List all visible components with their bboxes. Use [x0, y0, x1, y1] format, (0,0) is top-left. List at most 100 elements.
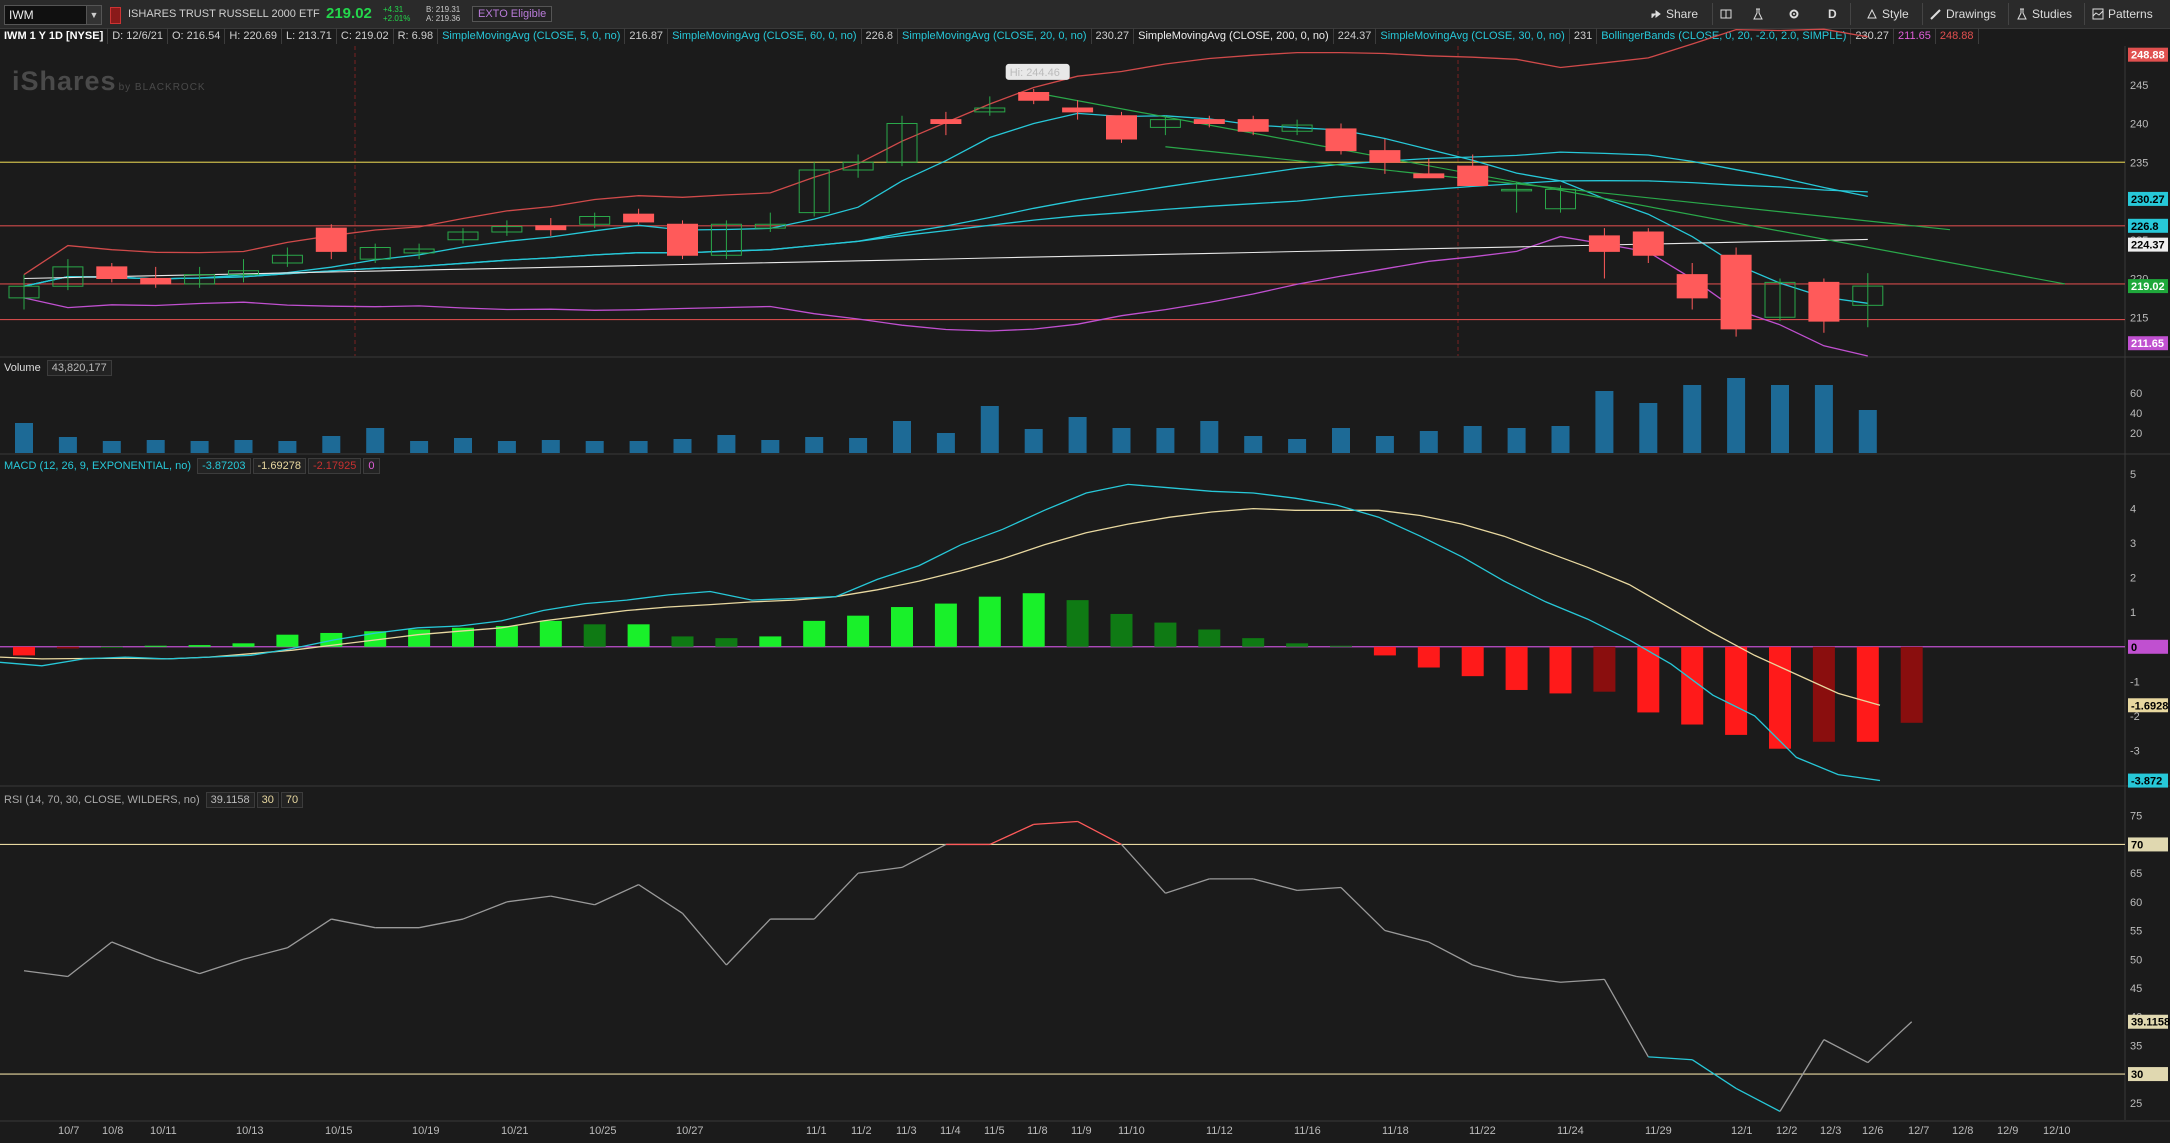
- separator: [1922, 3, 1923, 25]
- rsi-tag-label: 70: [2131, 839, 2143, 851]
- volume-bar: [1244, 436, 1263, 453]
- macd-histogram-bar: [1066, 600, 1089, 647]
- rsi-tick-label: 60: [2130, 897, 2142, 909]
- legend-date: D: 12/6/21: [108, 28, 168, 44]
- alert-marker-icon[interactable]: [110, 7, 121, 24]
- rsi-line-segment: [1691, 1059, 1737, 1089]
- macd-histogram-bar: [627, 624, 650, 647]
- macd-histogram-bar: [803, 620, 826, 647]
- rsi-line-segment: [550, 895, 595, 906]
- rsi-upper: 70: [280, 792, 304, 808]
- macd-histogram-bar: [1242, 638, 1265, 647]
- macd-tag: [2128, 639, 2168, 654]
- volume-bar: [190, 441, 209, 453]
- rsi-line-segment: [1384, 929, 1429, 943]
- x-axis-label: 10/25: [589, 1125, 617, 1137]
- volume-value: 43,820,177: [46, 360, 112, 376]
- study-sma60[interactable]: SimpleMovingAvg (CLOSE, 60, 0, no): [668, 28, 862, 44]
- rsi-label[interactable]: RSI (14, 70, 30, CLOSE, WILDERS, no): [4, 794, 200, 806]
- study-sma30[interactable]: SimpleMovingAvg (CLOSE, 30, 0, no): [1376, 28, 1570, 44]
- trendline: [1033, 91, 2066, 285]
- last-price: 219.02: [326, 5, 372, 22]
- study-sma5[interactable]: SimpleMovingAvg (CLOSE, 5, 0, no): [438, 28, 626, 44]
- study-sma200[interactable]: SimpleMovingAvg (CLOSE, 200, 0, no): [1134, 28, 1334, 44]
- volume-header: Volume 43,820,177: [0, 360, 114, 376]
- separator: [1712, 3, 1713, 25]
- exto-badge[interactable]: EXTO Eligible: [472, 6, 553, 22]
- candle-body: [1545, 188, 1576, 210]
- macd-histogram-bar: [671, 636, 694, 647]
- volume-bar: [761, 440, 780, 453]
- share-label: Share: [1666, 7, 1699, 21]
- candle-body: [1676, 274, 1708, 299]
- price-tag-label: 226.8: [2131, 221, 2159, 233]
- legend-close: C: 219.02: [337, 28, 394, 44]
- volume-bar: [1200, 421, 1219, 453]
- macd-diff: -2.17925: [307, 458, 362, 474]
- style-label: Style: [1882, 7, 1909, 21]
- volume-bar: [322, 436, 341, 453]
- study-sma30-value: 231: [1570, 28, 1598, 44]
- study-sma200-value: 224.37: [1334, 28, 1377, 44]
- trendline: [1165, 146, 1951, 231]
- x-axis-label: 11/12: [1206, 1125, 1233, 1137]
- macd-histogram-bar: [1900, 646, 1923, 723]
- macd-histogram-bar: [1022, 593, 1045, 647]
- x-axis-label: 11/29: [1645, 1125, 1672, 1137]
- hi-label-box: [1005, 63, 1070, 80]
- price-tag: [2128, 336, 2168, 351]
- hi-label: Hi: 244.46: [1010, 67, 1060, 79]
- x-axis-label: 11/16: [1294, 1125, 1321, 1137]
- candle-body: [315, 227, 347, 252]
- volume-bar: [541, 440, 560, 453]
- grid-button[interactable]: [1720, 5, 1732, 23]
- macd-tag: [2128, 773, 2168, 788]
- volume-bar: [15, 423, 33, 453]
- macd-tag-label: 0: [2131, 642, 2137, 654]
- volume-tick-label: 20: [2130, 428, 2142, 440]
- price-tick-label: 215: [2130, 312, 2148, 324]
- study-sma20-value: 230.27: [1092, 28, 1135, 44]
- macd-histogram-bar: [1681, 646, 1704, 725]
- volume-bar: [1156, 428, 1175, 453]
- macd-histogram-bar: [276, 634, 299, 647]
- rsi-line-segment: [594, 884, 639, 906]
- studies-button[interactable]: Studies: [2016, 5, 2072, 23]
- legend-high: H: 220.69: [225, 28, 283, 44]
- macd-value: -3.87203: [197, 458, 251, 474]
- volume-bar: [1419, 431, 1438, 453]
- macd-histogram-bar: [188, 645, 211, 647]
- rsi-line-segment: [1340, 887, 1386, 932]
- share-button[interactable]: Share: [1650, 5, 1698, 23]
- macd-tick-label: 4: [2130, 504, 2136, 516]
- rsi-line-segment: [901, 843, 947, 868]
- study-sma20[interactable]: SimpleMovingAvg (CLOSE, 20, 0, no): [898, 28, 1092, 44]
- rsi-tag: [2128, 1067, 2168, 1082]
- macd-tick-label: -3: [2130, 745, 2140, 757]
- x-axis-label: 12/3: [1820, 1125, 1841, 1137]
- macd-histogram-bar: [1637, 646, 1660, 713]
- volume-bar: [454, 438, 472, 453]
- candle-body: [1193, 119, 1225, 124]
- flask-button[interactable]: [1752, 5, 1764, 23]
- style-button[interactable]: Style: [1866, 5, 1909, 23]
- volume-bar: [717, 435, 736, 453]
- macd-histogram-bar: [56, 646, 79, 649]
- macd-label[interactable]: MACD (12, 26, 9, EXPONENTIAL, no): [4, 460, 192, 472]
- change: +4.31: [383, 5, 404, 14]
- sma5-line: [23, 112, 1868, 304]
- candle-body: [1588, 235, 1620, 252]
- x-axis-label: 11/24: [1557, 1125, 1584, 1137]
- price-tag: [2128, 279, 2168, 294]
- rsi-header: RSI (14, 70, 30, CLOSE, WILDERS, no) 39.1…: [0, 792, 305, 808]
- settings-button[interactable]: [1788, 5, 1800, 23]
- symbol-dropdown-icon[interactable]: ▼: [86, 5, 102, 25]
- drawings-button[interactable]: Drawings: [1930, 5, 1996, 23]
- candle-body: [754, 223, 786, 229]
- rsi-line-segment: [331, 918, 376, 929]
- period-button[interactable]: D: [1828, 5, 1837, 23]
- price-tick-label: 245: [2130, 80, 2148, 92]
- study-bollinger[interactable]: BollingerBands (CLOSE, 0, 20, -2.0, 2.0,…: [1597, 28, 1852, 44]
- patterns-button[interactable]: Patterns: [2092, 5, 2153, 23]
